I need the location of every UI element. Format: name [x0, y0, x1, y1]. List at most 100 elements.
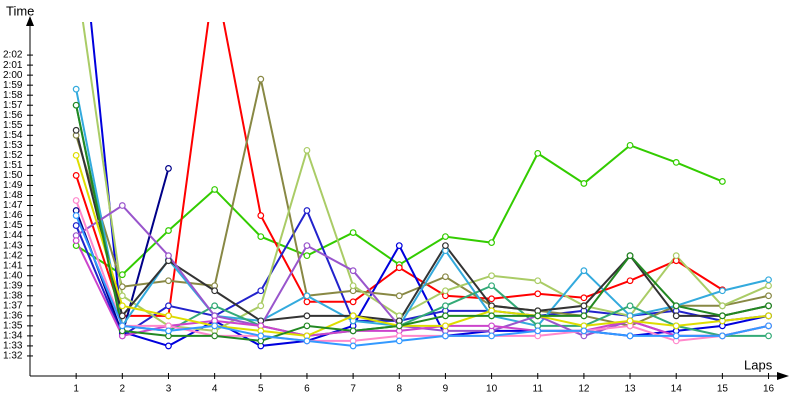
data-point	[395, 337, 403, 345]
y-tick-label: 1:36	[3, 310, 23, 321]
data-point	[165, 342, 172, 350]
x-tick-label: 15	[717, 384, 729, 395]
y-tick-label: 1:35	[3, 320, 23, 331]
y-tick-label: 1:41	[3, 260, 23, 271]
y-tick-label: 2:00	[3, 70, 23, 81]
data-point	[765, 276, 772, 284]
data-point	[672, 302, 680, 310]
data-point	[72, 151, 80, 159]
series-line	[75, 155, 769, 337]
data-point	[672, 252, 680, 260]
data-point	[580, 180, 588, 187]
y-tick-label: 1:47	[3, 200, 23, 211]
series-line	[75, 130, 769, 322]
data-point	[118, 322, 126, 330]
data-point	[303, 298, 311, 306]
x-tick-label: 14	[671, 384, 683, 395]
y-tick-label: 2:02	[3, 50, 23, 61]
data-point	[257, 302, 265, 310]
y-tick-label: 1:52	[3, 150, 23, 161]
data-point	[626, 317, 634, 325]
data-point	[488, 322, 495, 330]
y-tick-label: 1:45	[3, 220, 23, 231]
data-point	[118, 271, 126, 279]
series-line	[75, 215, 769, 347]
data-point	[349, 298, 357, 306]
data-point	[211, 302, 219, 310]
y-tick-label: 1:46	[3, 210, 23, 221]
data-point	[165, 327, 172, 335]
data-point	[211, 322, 219, 330]
y-tick-label: 1:55	[3, 120, 23, 131]
data-point	[765, 302, 772, 310]
data-point	[118, 283, 126, 291]
data-point	[765, 292, 772, 300]
x-tick-label: 16	[763, 384, 775, 395]
x-tick-label: 5	[258, 384, 264, 395]
data-point	[303, 242, 311, 250]
y-axis-title: Time	[6, 3, 34, 18]
data-point	[257, 287, 265, 295]
data-point	[165, 165, 172, 172]
data-point	[672, 322, 680, 330]
data-point	[765, 282, 772, 290]
data-point	[303, 337, 311, 345]
data-point	[580, 294, 588, 302]
data-point	[165, 277, 172, 285]
data-point	[488, 272, 495, 280]
data-point	[672, 332, 680, 340]
y-tick-label: 1:39	[3, 280, 23, 291]
data-point	[395, 242, 403, 250]
x-tick-label: 12	[578, 384, 590, 395]
data-point	[257, 212, 265, 219]
x-tick-label: 13	[624, 384, 636, 395]
data-point	[303, 322, 311, 330]
data-point	[303, 252, 311, 260]
data-point	[672, 158, 680, 166]
y-tick-label: 1:40	[3, 270, 23, 281]
data-point	[211, 186, 219, 193]
data-point	[165, 302, 172, 310]
data-point	[72, 85, 80, 93]
data-point	[534, 149, 542, 157]
y-tick-label: 1:34	[3, 331, 23, 342]
data-point	[442, 273, 449, 281]
data-point	[72, 197, 80, 204]
series-line	[75, 200, 769, 342]
y-tick-label: 1:42	[3, 250, 23, 261]
data-point	[72, 101, 80, 109]
x-tick-label: 6	[304, 384, 310, 395]
y-tick-label: 1:50	[3, 170, 23, 181]
data-point	[718, 302, 726, 310]
data-point	[118, 202, 126, 209]
data-point	[488, 312, 495, 320]
data-point	[765, 332, 772, 340]
data-point	[395, 322, 403, 330]
data-point	[72, 212, 80, 219]
y-tick-label: 1:48	[3, 190, 23, 201]
data-point	[349, 229, 357, 236]
data-point	[349, 312, 357, 320]
y-tick-label: 1:57	[3, 100, 23, 111]
plot-area	[72, 22, 772, 350]
data-point	[626, 277, 634, 285]
x-tick-label: 10	[486, 384, 498, 395]
data-point	[72, 172, 80, 179]
data-point	[211, 332, 219, 340]
data-point	[211, 287, 219, 295]
data-point	[580, 327, 588, 335]
series-line	[75, 105, 769, 342]
y-tick-label: 1:33	[3, 341, 23, 352]
x-tick-label: 11	[533, 384, 544, 395]
data-point	[534, 327, 542, 335]
data-point	[257, 75, 265, 83]
series-line	[75, 240, 769, 338]
data-point	[72, 222, 80, 229]
data-point	[626, 332, 634, 340]
x-tick-label: 2	[120, 384, 126, 395]
y-axis-arrow	[26, 16, 34, 26]
y-tick-label: 1:53	[3, 140, 23, 151]
data-point	[580, 312, 588, 320]
